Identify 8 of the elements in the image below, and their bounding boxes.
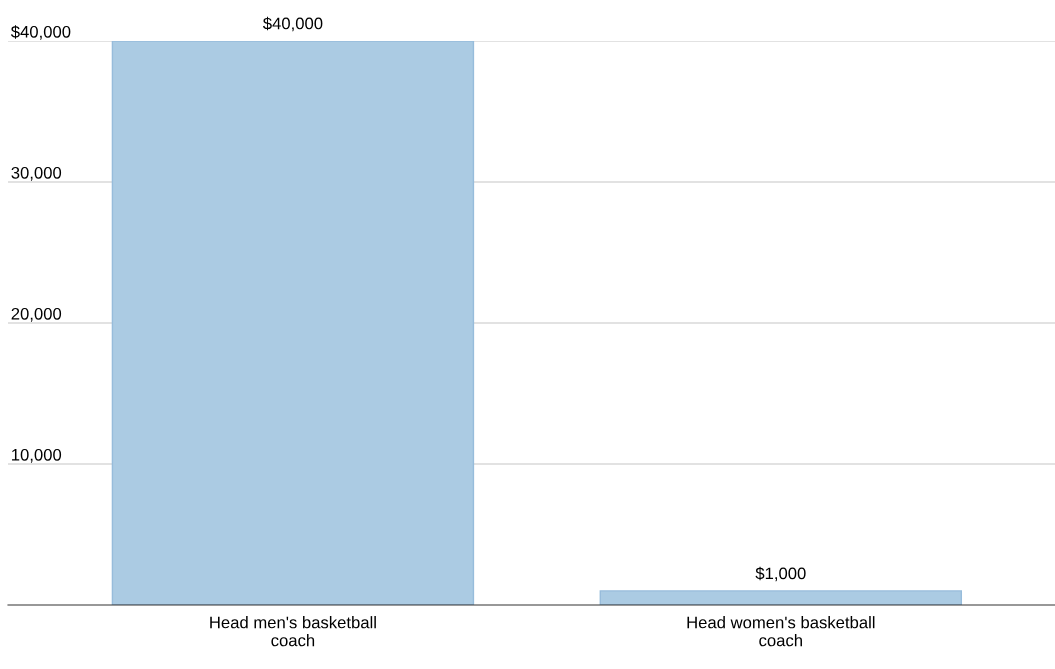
- data-label: $1,000: [755, 566, 806, 582]
- y-tick-label: 30,000: [11, 166, 62, 181]
- y-tick-label: 10,000: [12, 448, 62, 463]
- x-tick-label: Head men's basketball coach: [210, 616, 376, 647]
- data-label: $40,000: [262, 16, 323, 32]
- y-tick-label: 20,000: [11, 307, 62, 322]
- y-tick-label: $40,000: [10, 25, 71, 40]
- x-tick-label: Head women's basketball coach: [687, 616, 875, 647]
